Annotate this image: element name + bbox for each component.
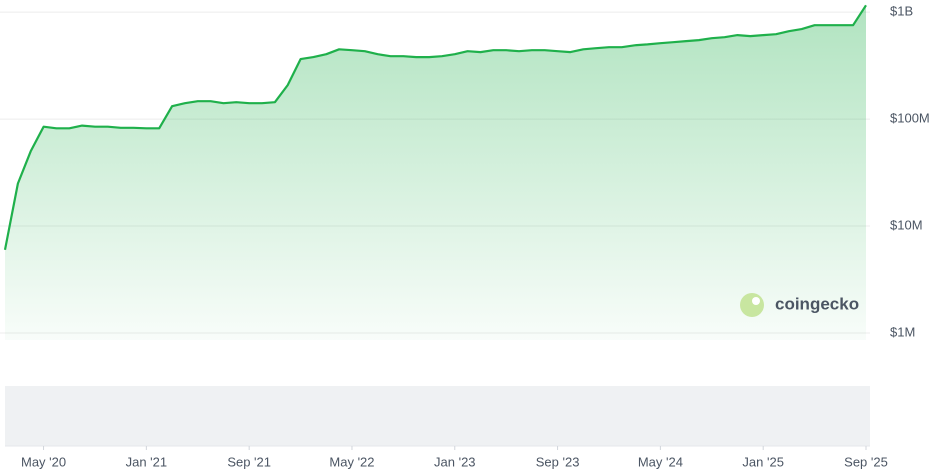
x-tick-label: May '22 (329, 454, 374, 469)
watermark-logo (740, 293, 764, 317)
x-tick-label: Jan '25 (742, 454, 784, 469)
x-tick-label: Jan '21 (126, 454, 168, 469)
x-tick-label: Sep '23 (536, 454, 580, 469)
x-tick-label: May '20 (21, 454, 66, 469)
line (3, 4, 867, 251)
watermark-text: coingecko (775, 294, 859, 313)
x-tick-label: Jan '23 (434, 454, 476, 469)
y-tick-label: $100M (890, 111, 930, 126)
y-tick-label: $1M (890, 324, 915, 339)
x-tick-label: May '24 (638, 454, 683, 469)
x-tick-label: Sep '25 (844, 454, 888, 469)
y-tick-label: $10M (890, 217, 923, 232)
watermark-logo-eye (752, 297, 760, 305)
watermark: coingecko (740, 293, 859, 317)
y-tick-label: $1B (890, 4, 913, 19)
area (5, 5, 866, 341)
x-tick-label: Sep '21 (227, 454, 271, 469)
volume-band (5, 386, 870, 446)
